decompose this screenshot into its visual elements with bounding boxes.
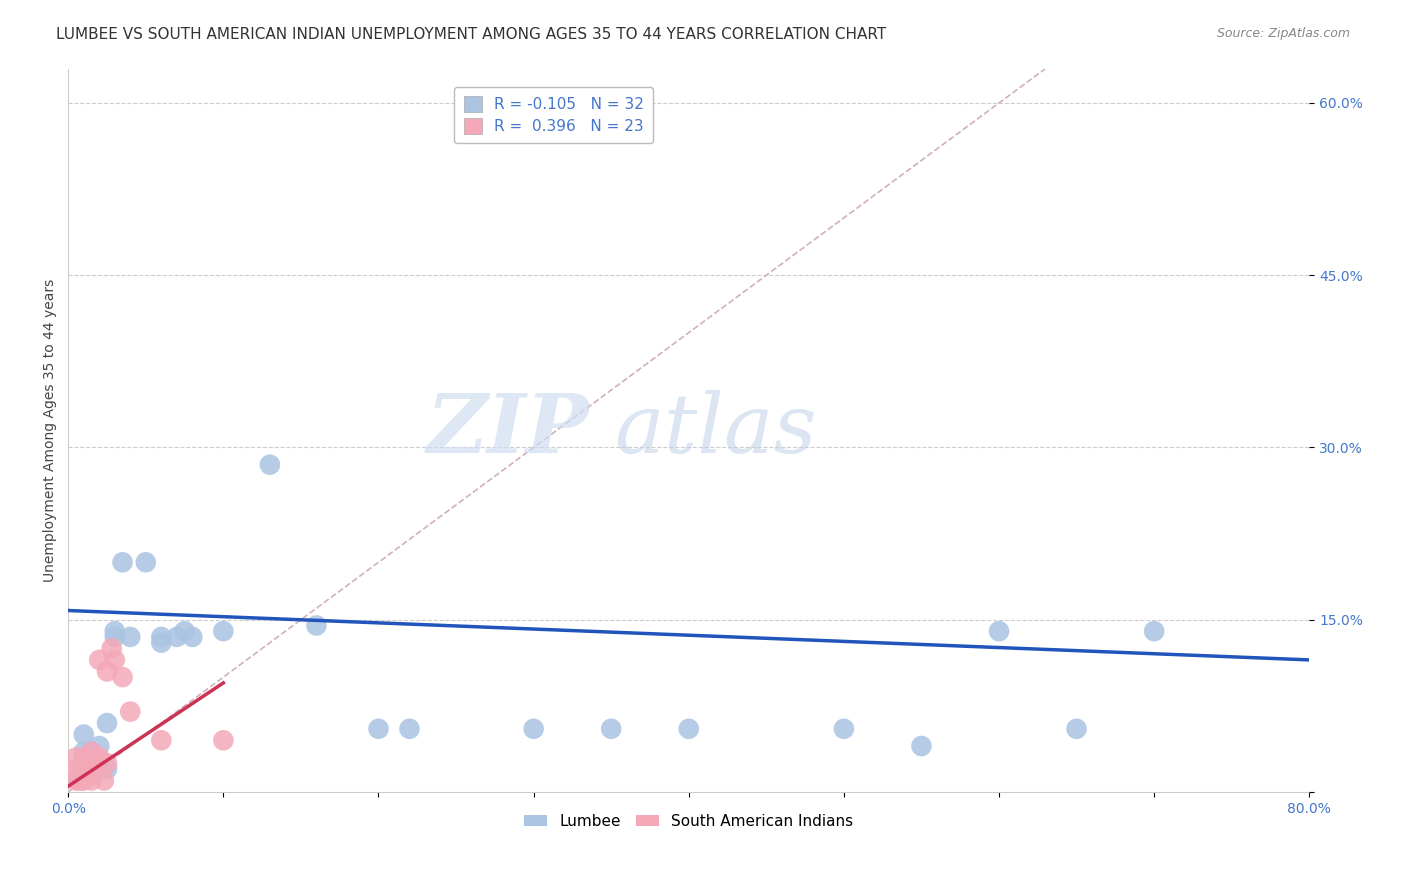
Text: LUMBEE VS SOUTH AMERICAN INDIAN UNEMPLOYMENT AMONG AGES 35 TO 44 YEARS CORRELATI: LUMBEE VS SOUTH AMERICAN INDIAN UNEMPLOY… [56,27,887,42]
Point [367,722,389,736]
Point [120,630,142,644]
Point [212,624,235,639]
Point [259,458,281,472]
Text: atlas: atlas [614,390,817,470]
Point [104,653,127,667]
Point [73,750,96,764]
Y-axis label: Unemployment Among Ages 35 to 44 years: Unemployment Among Ages 35 to 44 years [44,278,58,582]
Point [89,750,111,764]
Point [212,733,235,747]
Legend: Lumbee, South American Indians: Lumbee, South American Indians [517,808,859,835]
Point [910,739,932,753]
Point [73,727,96,741]
Point [89,653,111,667]
Point [69,762,91,776]
Point [111,670,134,684]
Point [96,716,118,731]
Point [77,762,100,776]
Point [80,745,103,759]
Point [305,618,328,632]
Point [173,624,195,639]
Point [93,773,115,788]
Point [398,722,420,736]
Point [80,745,103,759]
Point [1066,722,1088,736]
Point [96,762,118,776]
Point [96,756,118,771]
Point [832,722,855,736]
Point [150,630,173,644]
Point [73,773,96,788]
Point [96,665,118,679]
Point [104,630,127,644]
Point [73,745,96,759]
Point [150,635,173,649]
Point [1143,624,1166,639]
Point [104,624,127,639]
Point [166,630,188,644]
Point [135,555,157,569]
Point [65,773,87,788]
Point [80,773,103,788]
Point [523,722,546,736]
Point [120,705,142,719]
Point [84,756,107,771]
Point [111,555,134,569]
Point [80,762,103,776]
Point [65,762,87,776]
Point [69,773,91,788]
Point [600,722,623,736]
Point [89,739,111,753]
Point [150,733,173,747]
Point [65,750,87,764]
Text: ZIP: ZIP [427,390,589,470]
Point [988,624,1011,639]
Point [181,630,204,644]
Point [73,762,96,776]
Point [100,641,122,656]
Point [678,722,700,736]
Point [67,773,90,788]
Text: Source: ZipAtlas.com: Source: ZipAtlas.com [1216,27,1350,40]
Point [89,762,111,776]
